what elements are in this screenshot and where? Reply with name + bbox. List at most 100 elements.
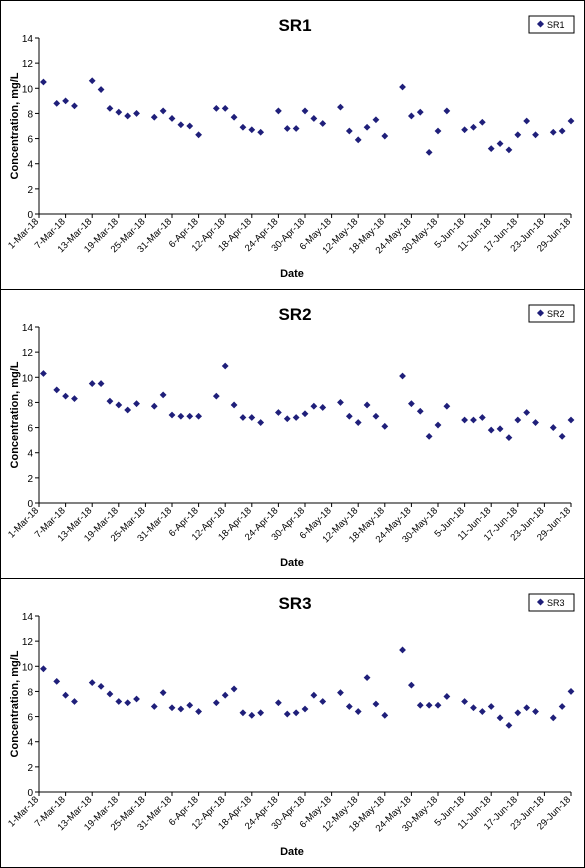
data-point <box>133 110 140 117</box>
y-tick-label: 4 <box>27 160 33 171</box>
data-point <box>354 708 362 715</box>
data-point <box>514 709 522 717</box>
data-point <box>408 681 415 689</box>
data-point <box>168 115 176 122</box>
data-point <box>97 683 105 690</box>
data-point <box>363 674 371 681</box>
chart-title: SR3 <box>278 594 311 613</box>
y-tick-label: 0 <box>27 499 33 510</box>
data-point <box>443 693 451 700</box>
data-point <box>399 83 406 91</box>
data-point <box>186 701 194 709</box>
data-point <box>416 701 424 709</box>
data-point <box>115 108 123 116</box>
data-point <box>124 112 132 120</box>
data-point <box>523 409 531 416</box>
data-point <box>53 677 61 685</box>
data-point <box>567 688 575 695</box>
data-point <box>470 704 477 712</box>
data-point <box>212 699 220 707</box>
data-point <box>115 401 123 409</box>
data-point <box>88 77 96 85</box>
data-point <box>408 400 415 408</box>
data-point <box>106 397 114 405</box>
data-point <box>408 112 415 120</box>
data-point <box>168 704 176 712</box>
y-tick-label: 6 <box>27 424 33 435</box>
data-point <box>319 404 327 411</box>
y-axis-title: Concentration, mg/L <box>9 361 21 468</box>
data-point <box>434 701 442 709</box>
legend-box <box>528 304 575 323</box>
data-point <box>301 107 309 115</box>
y-tick-label: 12 <box>22 348 34 359</box>
data-point <box>301 410 309 418</box>
data-point <box>212 105 220 112</box>
y-axis-title: Concentration, mg/L <box>9 650 21 757</box>
data-point <box>195 412 202 420</box>
data-point <box>461 698 468 705</box>
data-point <box>283 710 291 718</box>
data-point <box>487 145 495 153</box>
data-point <box>514 416 522 424</box>
chart-panel-sr1: SR1 0 2 4 6 8 10 12 14 1-Mar-18 7-Mar-18 13-Mar-18 1… <box>0 0 585 290</box>
data-point <box>230 401 238 409</box>
y-tick-label: 10 <box>22 373 34 384</box>
data-point <box>159 689 167 697</box>
data-point <box>425 149 433 156</box>
data-point <box>549 128 557 136</box>
data-point <box>124 699 132 707</box>
data-point <box>558 127 566 135</box>
y-tick-label: 6 <box>27 135 33 146</box>
data-point <box>558 703 566 710</box>
data-point <box>186 122 194 130</box>
data-point <box>168 411 176 419</box>
data-point <box>337 103 344 111</box>
data-point <box>195 131 202 139</box>
data-point <box>381 422 389 430</box>
data-point <box>425 701 433 709</box>
data-point <box>478 414 486 421</box>
y-axis-title: Concentration, mg/L <box>9 72 21 179</box>
y-tick-label: 10 <box>22 84 34 95</box>
data-point <box>62 392 69 400</box>
legend-label: SR2 <box>547 309 565 319</box>
data-point <box>106 690 114 698</box>
y-tick-label: 6 <box>27 713 33 724</box>
data-point <box>478 708 486 715</box>
chart-svg: SR3024681012141-Mar-187-Mar-1813-Mar-181… <box>6 593 575 858</box>
data-point <box>53 386 61 394</box>
data-point <box>257 419 265 426</box>
data-point <box>567 416 575 424</box>
data-point <box>434 421 442 429</box>
data-point <box>310 115 318 122</box>
data-point <box>150 703 158 710</box>
chart-title: SR2 <box>278 305 311 324</box>
data-point <box>443 402 451 410</box>
y-tick-label: 4 <box>27 449 33 460</box>
data-point <box>549 424 557 431</box>
data-point <box>248 711 256 719</box>
data-point <box>523 117 531 125</box>
data-point <box>434 127 442 135</box>
data-point <box>549 714 557 722</box>
legend-box <box>528 15 575 34</box>
data-point <box>239 709 247 717</box>
data-point <box>186 412 194 420</box>
data-point <box>461 416 468 424</box>
data-point <box>230 685 238 693</box>
data-point <box>283 415 291 423</box>
data-point <box>416 407 424 415</box>
data-point <box>425 432 433 440</box>
chart-panel-sr3: SR3 0 2 4 6 8 10 12 14 1-Mar-18 7-Mar-18 13-Mar-18 1… <box>0 578 585 868</box>
data-point <box>354 419 362 426</box>
data-point <box>292 709 300 717</box>
data-point <box>532 708 539 715</box>
legend-marker <box>536 20 545 28</box>
data-point <box>133 695 140 703</box>
data-point <box>150 402 158 410</box>
legend-box <box>528 593 575 612</box>
y-tick-label: 12 <box>22 637 34 648</box>
chart-svg: SR1024681012141-Mar-187-Mar-1813-Mar-181… <box>6 15 575 280</box>
data-point <box>567 117 575 125</box>
